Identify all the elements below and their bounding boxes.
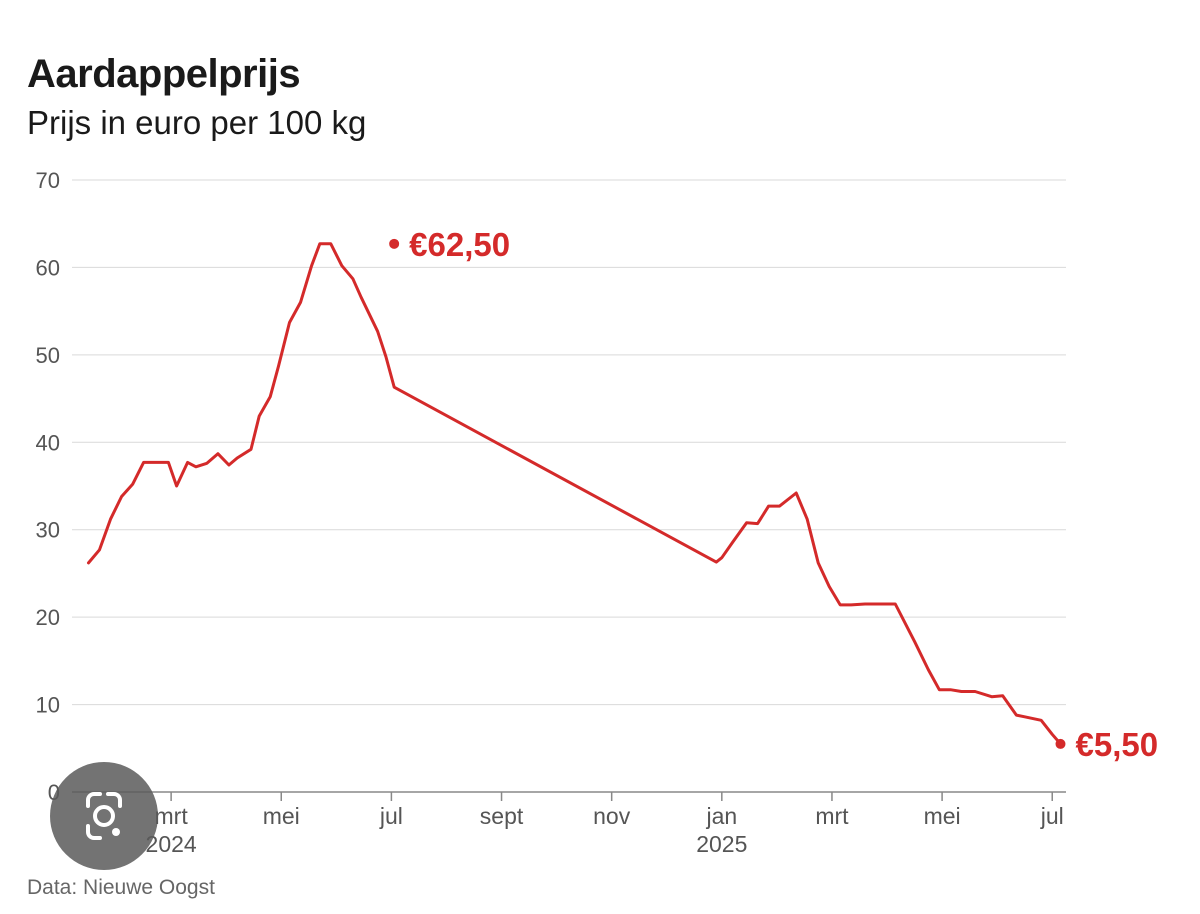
x-tick-label: mrt [815,803,849,829]
source-note: Data: Nieuwe Oogst [27,876,215,899]
y-tick-label: 30 [36,518,60,543]
x-tick-label: mrt [155,803,189,829]
y-tick-label: 10 [36,693,60,718]
x-tick-label: jan [705,803,737,829]
y-tick-label: 20 [36,605,60,630]
x-tick-label: jul [379,803,403,829]
chart-title: Aardappelprijs [27,52,301,96]
series-line [87,242,1062,746]
lens-camera-icon [86,792,122,840]
x-tick-label: jul [1040,803,1064,829]
x-tick-year-label: 2025 [696,831,747,857]
y-tick-label: 60 [36,255,60,280]
y-tick-label: 50 [36,343,60,368]
series-layer [87,242,1062,746]
annotation-dot [389,238,400,249]
chart-subtitle: Prijs in euro per 100 kg [27,104,367,141]
y-tick-label: 70 [36,168,60,193]
x-tick-label: mei [924,803,961,829]
lens-camera-button[interactable] [50,762,158,870]
x-tick-label: nov [593,803,631,829]
gridlines [72,179,1066,793]
annotation-dot [1055,738,1066,749]
x-tick-label: sept [480,803,524,829]
annotations-layer: €62,50 €5,50 [389,226,1158,763]
x-tick-label: mei [263,803,300,829]
annotation-label: €62,50 [409,226,510,263]
annotation-label: €5,50 [1075,726,1158,763]
y-tick-label: 40 [36,430,60,455]
